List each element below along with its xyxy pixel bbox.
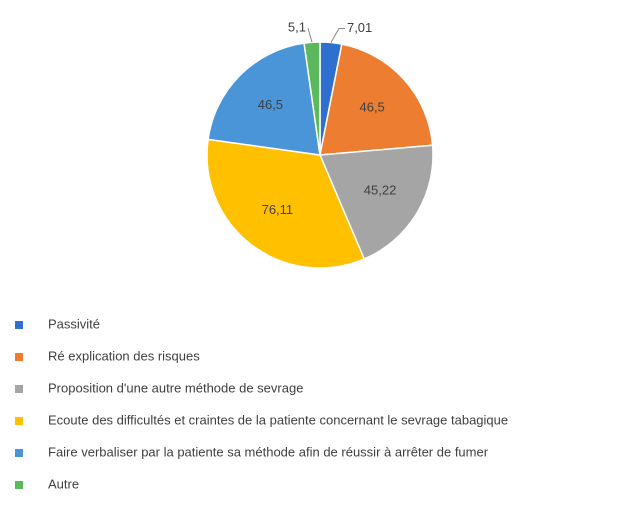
legend-swatch	[15, 385, 23, 393]
legend-label: Proposition d'une autre méthode de sevra…	[48, 380, 303, 395]
legend-label: Autre	[48, 476, 79, 491]
leader-line	[330, 28, 345, 43]
data-label: 46,5	[258, 97, 283, 112]
legend-swatch	[15, 449, 23, 457]
legend-swatch	[15, 321, 23, 329]
legend-label: Faire verbaliser par la patiente sa méth…	[48, 444, 489, 459]
data-label: 46,5	[359, 100, 384, 115]
data-label: 45,22	[364, 183, 397, 198]
data-label: 5,1	[288, 20, 306, 35]
pie-slice	[206, 138, 366, 269]
pie-slice	[207, 42, 321, 156]
data-label: 76,11	[262, 202, 294, 217]
legend-swatch	[15, 417, 23, 425]
data-label: 7,01	[347, 20, 372, 35]
pie-slice	[318, 144, 434, 260]
legend-label: Passivité	[48, 316, 100, 331]
pie-slice	[319, 43, 434, 156]
legend-label: Ré explication des risques	[48, 348, 200, 363]
legend-label: Ecoute des difficultés et craintes de la…	[48, 412, 508, 427]
legend-swatch	[15, 481, 23, 489]
legend-swatch	[15, 353, 23, 361]
leader-line	[307, 28, 313, 43]
